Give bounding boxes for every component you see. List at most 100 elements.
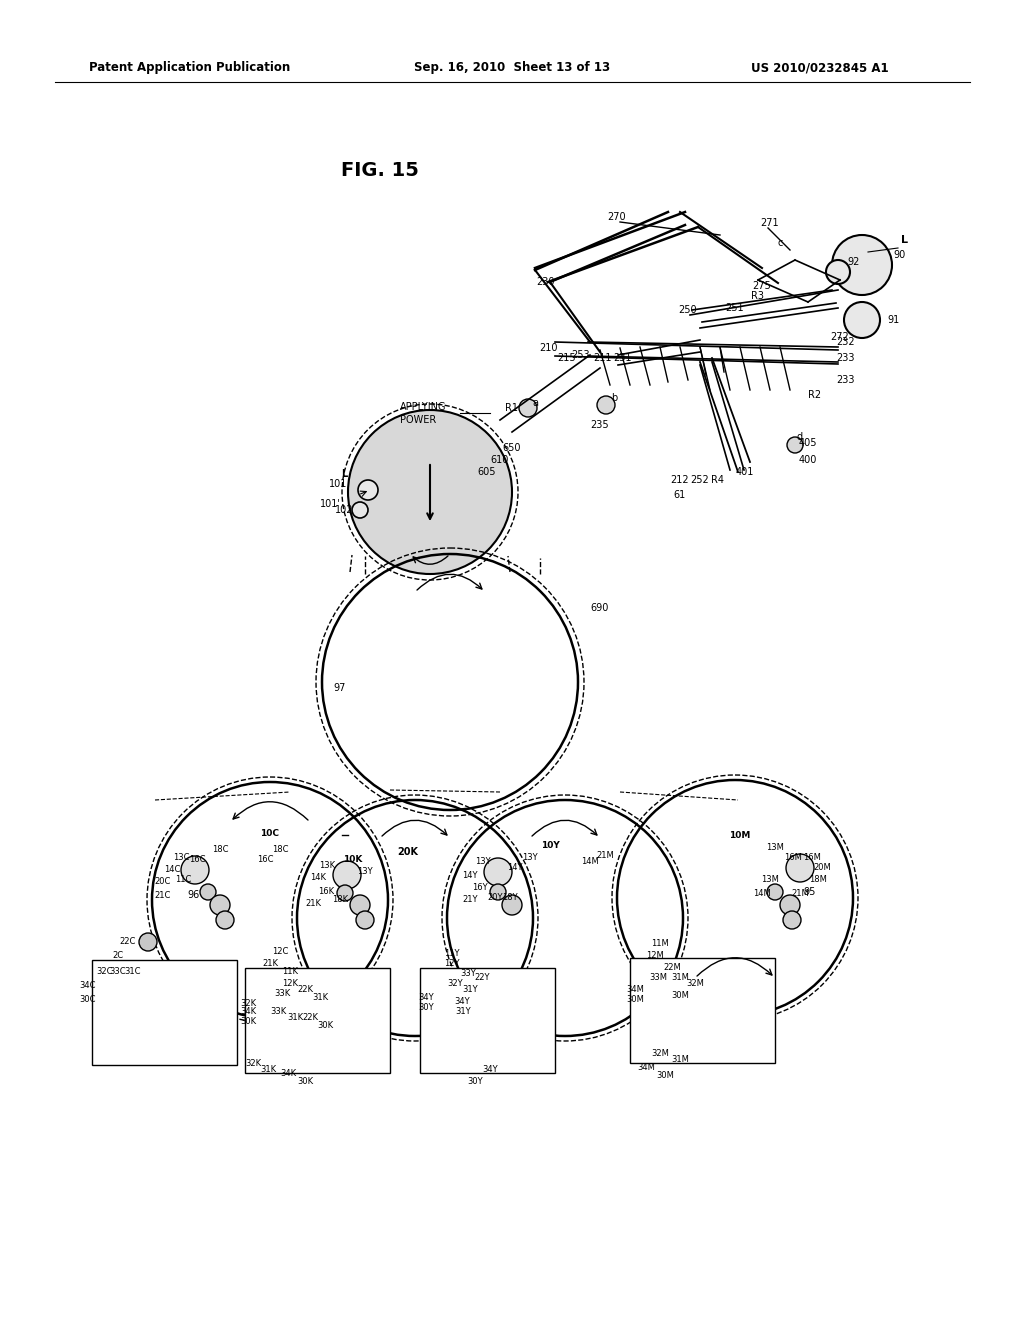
Text: 11K: 11K — [282, 968, 298, 977]
Text: 32Y: 32Y — [447, 978, 463, 987]
Bar — [245, 968, 390, 1073]
Text: POWER: POWER — [400, 414, 436, 425]
Text: 34M: 34M — [637, 1063, 655, 1072]
Text: 251: 251 — [726, 304, 744, 313]
Text: 13C: 13C — [173, 854, 189, 862]
Text: 34K: 34K — [240, 1007, 256, 1016]
Text: 250: 250 — [679, 305, 697, 315]
Text: 13K: 13K — [318, 861, 335, 870]
Text: 22M: 22M — [664, 964, 681, 973]
Text: 34M: 34M — [626, 986, 644, 994]
Text: 31K: 31K — [260, 1065, 276, 1074]
Text: 21K: 21K — [305, 899, 321, 908]
Text: 18Y: 18Y — [502, 894, 518, 903]
Text: 20Y: 20Y — [487, 892, 503, 902]
Text: 33M: 33M — [649, 974, 667, 982]
Text: 605: 605 — [478, 467, 497, 477]
Text: 13Y: 13Y — [522, 854, 538, 862]
Text: 14Y: 14Y — [507, 862, 522, 871]
Text: L: L — [341, 469, 347, 479]
Text: 95: 95 — [804, 887, 816, 898]
Text: 30K: 30K — [240, 1018, 256, 1027]
Text: R3: R3 — [752, 290, 765, 301]
Text: 12Y: 12Y — [444, 960, 460, 969]
Text: 34Y: 34Y — [455, 998, 470, 1006]
Text: 21C: 21C — [155, 891, 171, 899]
Text: 101': 101' — [319, 499, 340, 510]
Text: 31Y: 31Y — [462, 986, 478, 994]
Text: 14Y: 14Y — [462, 870, 478, 879]
Bar — [92, 960, 237, 1065]
Text: R4: R4 — [712, 475, 725, 484]
Text: 14K: 14K — [310, 873, 326, 882]
Text: 11C: 11C — [175, 875, 191, 884]
Text: b: b — [611, 393, 617, 403]
Text: 34Y: 34Y — [482, 1065, 498, 1074]
Text: 32M: 32M — [686, 978, 703, 987]
Text: 16M: 16M — [803, 854, 821, 862]
Text: 20M: 20M — [813, 863, 830, 873]
Circle shape — [502, 895, 522, 915]
Text: 215: 215 — [558, 352, 577, 363]
Text: 33C: 33C — [110, 968, 126, 977]
Text: 90: 90 — [894, 249, 906, 260]
Text: 14C: 14C — [164, 866, 180, 874]
Text: 16M: 16M — [784, 854, 802, 862]
Text: 212: 212 — [671, 475, 689, 484]
Text: 230: 230 — [537, 277, 555, 286]
Text: 270: 270 — [607, 213, 627, 222]
Text: 33K: 33K — [270, 1007, 286, 1016]
Text: 18C: 18C — [271, 846, 288, 854]
Text: 13Y: 13Y — [475, 858, 490, 866]
Circle shape — [786, 854, 814, 882]
Text: 16C: 16C — [188, 855, 205, 865]
Text: 20K: 20K — [397, 847, 419, 857]
Circle shape — [780, 895, 800, 915]
Text: 13M: 13M — [761, 875, 779, 884]
Text: 2C: 2C — [113, 950, 124, 960]
Text: 97: 97 — [334, 682, 346, 693]
Bar — [630, 958, 775, 1063]
Text: 12K: 12K — [282, 978, 298, 987]
Text: 31Y: 31Y — [456, 1007, 471, 1016]
Text: 21Y: 21Y — [462, 895, 478, 904]
Text: 253: 253 — [571, 350, 590, 360]
Bar — [92, 960, 237, 1065]
Text: 16C: 16C — [257, 855, 273, 865]
Circle shape — [826, 260, 850, 284]
Text: d: d — [797, 432, 803, 442]
Text: 275: 275 — [753, 281, 771, 290]
Bar — [420, 968, 555, 1073]
Text: 30C: 30C — [80, 995, 96, 1005]
Text: 610: 610 — [490, 455, 509, 465]
Bar — [420, 968, 555, 1073]
Text: 30Y: 30Y — [418, 1002, 434, 1011]
Text: 16Y: 16Y — [472, 883, 487, 892]
Text: 405: 405 — [799, 438, 817, 447]
Text: FIG. 15: FIG. 15 — [341, 161, 419, 180]
Circle shape — [831, 235, 892, 294]
Circle shape — [356, 911, 374, 929]
Text: 32M: 32M — [651, 1048, 669, 1057]
Text: 20C: 20C — [155, 878, 171, 887]
Text: 30M: 30M — [626, 995, 644, 1005]
Text: 32C: 32C — [96, 968, 114, 977]
Text: 10K: 10K — [343, 855, 362, 865]
Text: 30K: 30K — [317, 1020, 333, 1030]
Text: 252: 252 — [690, 475, 710, 484]
Text: 33Y: 33Y — [460, 969, 476, 978]
Text: 13Y: 13Y — [357, 867, 373, 876]
Text: R2: R2 — [808, 389, 821, 400]
Text: 232: 232 — [836, 337, 855, 347]
Text: 32K: 32K — [245, 1059, 261, 1068]
Text: 34K: 34K — [280, 1068, 296, 1077]
Text: 13M: 13M — [766, 843, 784, 853]
Text: 34Y: 34Y — [418, 993, 434, 1002]
Text: 31M: 31M — [671, 974, 689, 982]
Circle shape — [767, 884, 783, 900]
Text: 235: 235 — [591, 420, 609, 430]
Text: 21K: 21K — [262, 958, 278, 968]
Text: 401: 401 — [736, 467, 755, 477]
Circle shape — [844, 302, 880, 338]
Text: 11M: 11M — [651, 939, 669, 948]
